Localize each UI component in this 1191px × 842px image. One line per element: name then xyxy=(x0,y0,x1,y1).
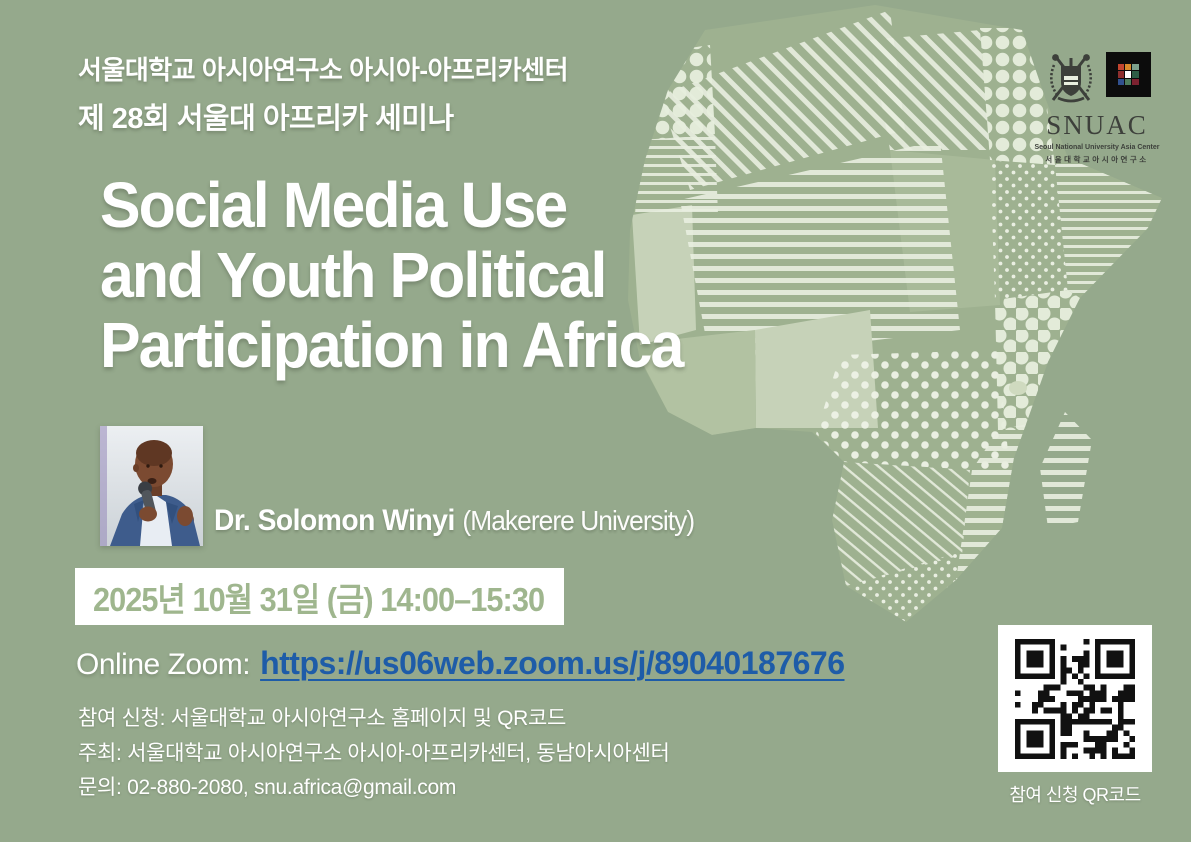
details-block: 참여 신청: 서울대학교 아시아연구소 홈페이지 및 QR코드 주최: 서울대학… xyxy=(78,702,670,805)
host-line: 주최: 서울대학교 아시아연구소 아시아-아프리카센터, 동남아시아센터 xyxy=(78,742,670,765)
snuac-symbol-icon xyxy=(1105,52,1151,97)
qr-caption: 참여 신청 QR코드 xyxy=(1009,785,1141,805)
org-name: 서울대학교 아시아연구소 아시아-아프리카센터 xyxy=(78,55,569,85)
speaker-section: Dr. Solomon Winyi (Makerere University) xyxy=(100,426,720,556)
snuac-subtitle-en: Seoul National University Asia Center xyxy=(1034,144,1160,151)
online-zoom-line: Online Zoom: https://us06web.zoom.us/j/89… xyxy=(76,645,845,682)
qr-block: 참여 신청 QR코드 xyxy=(998,625,1152,807)
registration-line: 참여 신청: 서울대학교 아시아연구소 홈페이지 및 QR코드 xyxy=(78,707,567,730)
snuac-subtitle-ko: 서울대학교아시아연구소 xyxy=(1045,155,1149,164)
logo-marks xyxy=(1034,52,1160,105)
snuac-wordmark: SNUAC xyxy=(1046,110,1148,140)
poster-title: Social Media Use and Youth Political Par… xyxy=(100,169,684,381)
speaker-affiliation: (Makerere University) xyxy=(462,505,695,536)
header-block: 서울대학교 아시아연구소 아시아-아프리카센터 제 28회 서울대 아프리카 세… xyxy=(78,50,569,137)
snuac-logo: SNUAC Seoul National University Asia Cen… xyxy=(1034,52,1160,165)
schedule-box: 2025년 10월 31일 (금) 14:00–15:30 xyxy=(75,568,564,625)
qr-code xyxy=(1015,638,1135,759)
zoom-meeting-link[interactable]: https://us06web.zoom.us/j/89040187676 xyxy=(260,645,845,681)
qr-panel xyxy=(998,625,1152,772)
contact-line: 문의: 02-880-2080, snu.africa@gmail.com xyxy=(78,776,457,799)
snu-crest-icon xyxy=(1049,54,1092,103)
africa-map-graphic xyxy=(628,5,1162,622)
schedule-text: 2025년 10월 31일 (금) 14:00–15:30 xyxy=(93,580,545,618)
seminar-series: 제 28회 서울대 아프리카 세미나 xyxy=(78,103,454,135)
title-line-1: Social Media Use xyxy=(100,169,568,241)
title-line-3: Participation in Africa xyxy=(100,309,684,381)
speaker-photo xyxy=(100,426,203,546)
online-zoom-label: Online Zoom: xyxy=(76,648,251,681)
speaker-name: Dr. Solomon Winyi xyxy=(214,504,455,537)
speaker-caption: Dr. Solomon Winyi (Makerere University) xyxy=(214,504,695,538)
title-line-2: and Youth Political xyxy=(100,239,607,311)
